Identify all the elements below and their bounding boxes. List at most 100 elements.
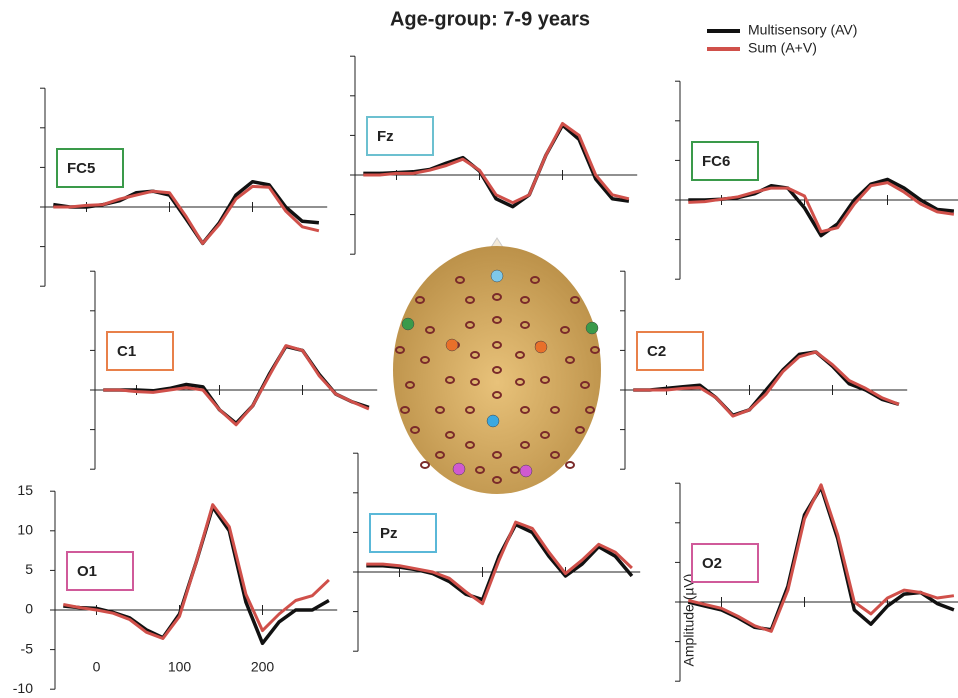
y-tick-label: 5: [25, 561, 33, 577]
series-line: [63, 503, 330, 640]
electrode: [420, 461, 430, 469]
highlighted-electrode: [585, 321, 599, 335]
y-tick-label: 0: [25, 601, 33, 617]
electrode: [550, 451, 560, 459]
electrode: [395, 346, 405, 354]
electrode: [435, 451, 445, 459]
electrode-label-box: [636, 331, 704, 371]
electrode: [425, 326, 435, 334]
series-line: [366, 520, 633, 606]
series-line: [53, 179, 320, 246]
highlighted-electrode: [401, 317, 415, 331]
panel: Pz: [353, 452, 641, 652]
electrode: [560, 326, 570, 334]
y-axis-label: Amplitude (µV): [681, 574, 697, 667]
highlighted-electrode: [486, 414, 500, 428]
electrode: [492, 341, 502, 349]
electrode: [465, 296, 475, 304]
electrode: [445, 431, 455, 439]
series-line: [103, 344, 370, 427]
electrode: [550, 406, 560, 414]
series-line: [688, 181, 955, 234]
series-line: [687, 483, 955, 633]
electrode: [405, 381, 415, 389]
panel: O2: [675, 482, 958, 682]
electrode: [520, 321, 530, 329]
y-tick-label: 15: [17, 482, 33, 498]
electrode: [565, 461, 575, 469]
electrode: [492, 293, 502, 301]
electrode: [445, 376, 455, 384]
highlighted-electrode: [534, 340, 548, 354]
electrode: [470, 378, 480, 386]
electrode-label-box: [66, 551, 134, 591]
electrode: [465, 441, 475, 449]
panel: C2: [620, 270, 908, 470]
electrode: [435, 406, 445, 414]
electrode: [492, 476, 502, 484]
electrode: [575, 426, 585, 434]
electrode: [585, 406, 595, 414]
figure-title: Age-group: 7-9 years: [390, 8, 590, 30]
electrodes: [395, 269, 600, 484]
electrode: [492, 316, 502, 324]
electrode-label: C1: [117, 343, 136, 360]
series-line: [363, 122, 630, 205]
electrode: [470, 351, 480, 359]
legend-label: Multisensory (AV): [748, 22, 857, 38]
electrode: [420, 356, 430, 364]
electrode: [520, 296, 530, 304]
electrode: [580, 381, 590, 389]
electrode: [492, 391, 502, 399]
electrode-label-box: [106, 331, 174, 371]
electrode-label: Pz: [380, 525, 398, 542]
electrode-label-box: [366, 116, 434, 156]
scalp: [393, 246, 601, 494]
electrode: [410, 426, 420, 434]
electrode-label-box: [56, 148, 124, 188]
electrode-label: O2: [702, 555, 722, 572]
x-tick-label: 100: [168, 659, 192, 675]
series-line: [633, 350, 900, 418]
highlighted-electrode: [452, 462, 466, 476]
series-line: [633, 350, 900, 418]
electrode: [520, 406, 530, 414]
panel: Fz: [350, 55, 638, 255]
electrode: [492, 366, 502, 374]
electrode: [540, 376, 550, 384]
electrode-label: C2: [647, 343, 666, 360]
electrode: [530, 276, 540, 284]
panel: FC5: [40, 87, 328, 287]
highlighted-electrode: [490, 269, 504, 283]
head-map: [393, 237, 601, 494]
series-line: [688, 177, 955, 238]
x-tick-label: 200: [251, 659, 275, 675]
electrode-label: O1: [77, 563, 97, 580]
electrode: [400, 406, 410, 414]
series-line: [53, 184, 320, 245]
legend-label: Sum (A+V): [748, 40, 817, 56]
panel: C1: [90, 270, 378, 470]
y-tick-label: -10: [13, 680, 33, 696]
electrode: [570, 296, 580, 304]
electrode-label: FC6: [702, 153, 730, 170]
panel: -10 -5 0 5 10 15 0 100 200 O1: [13, 482, 338, 696]
electrode: [590, 346, 600, 354]
electrode-label-box: [369, 513, 437, 553]
electrode: [540, 431, 550, 439]
electrode: [515, 351, 525, 359]
electrode-label: Fz: [377, 128, 394, 145]
electrode-label-box: [691, 543, 759, 583]
highlighted-electrode: [519, 464, 533, 478]
y-tick-label: 10: [17, 522, 33, 538]
highlighted-electrode: [445, 338, 459, 352]
electrode: [520, 441, 530, 449]
electrode: [465, 321, 475, 329]
electrode: [492, 451, 502, 459]
y-tick-label: -5: [21, 640, 34, 656]
electrode: [455, 276, 465, 284]
electrode: [565, 356, 575, 364]
electrode: [510, 466, 520, 474]
electrode: [415, 296, 425, 304]
